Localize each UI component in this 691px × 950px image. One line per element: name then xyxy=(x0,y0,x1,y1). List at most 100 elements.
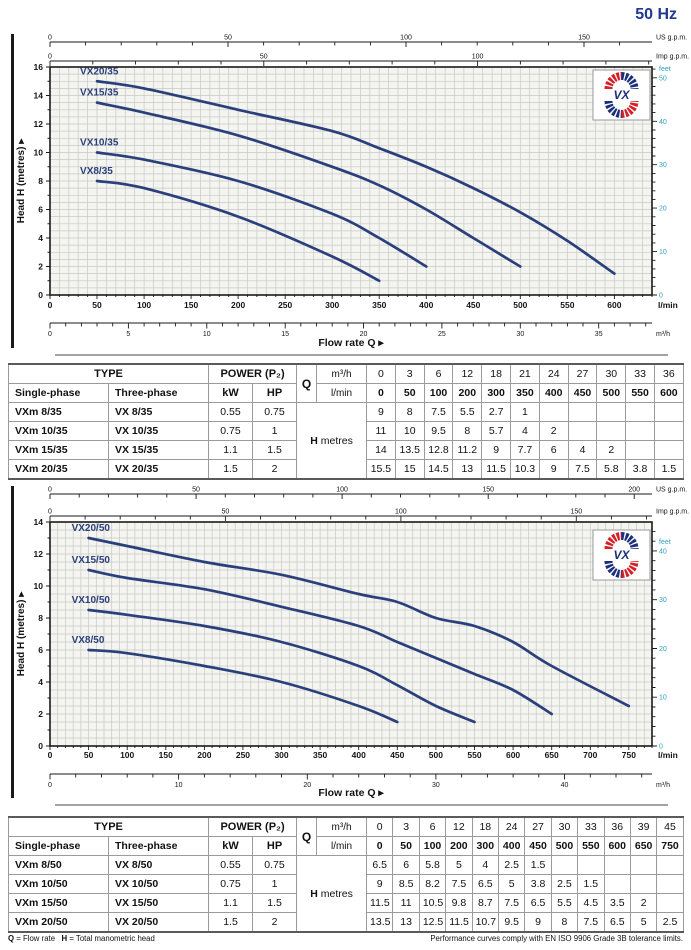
kw-value: 1.5 xyxy=(208,459,254,480)
us_gpm-ticks xyxy=(49,42,621,47)
hp-value: 1.5 xyxy=(252,440,298,460)
h-value-cell: 10.3 xyxy=(510,459,540,480)
q-m3h-value: 3 xyxy=(392,816,420,837)
h-value-cell xyxy=(577,855,605,875)
h-value-cell: 2 xyxy=(629,893,658,913)
feet-tick-label: 50 xyxy=(659,75,667,82)
lmin-tick-label: 450 xyxy=(466,300,480,310)
imp_gpm-ticks xyxy=(49,516,647,521)
curve-label-VX20/35: VX20/35 xyxy=(80,66,119,77)
h-metres-label: H metres xyxy=(296,402,368,480)
logo-arc-bottom-right xyxy=(621,560,639,578)
curve-VX8/35 xyxy=(95,179,381,283)
feet-tick-label: 0 xyxy=(659,293,663,300)
h-value-cell xyxy=(625,421,655,441)
feet-tick-label: 10 xyxy=(659,695,667,702)
lmin-tick-label: 600 xyxy=(506,750,520,760)
q-lmin-value: 500 xyxy=(596,383,627,403)
h-value-cell: 13.5 xyxy=(366,912,394,933)
m3h-tick-label: 10 xyxy=(203,331,211,338)
m3h-tick-label: 20 xyxy=(303,782,311,789)
q-lmin-value: 600 xyxy=(654,383,684,403)
three-phase-header: Three-phase xyxy=(107,383,210,403)
lmin-unit-header: l/min xyxy=(316,383,368,403)
single-phase-model: VXm 20/35 xyxy=(8,459,109,480)
imp_gpm-tick-label: 100 xyxy=(472,54,484,61)
m3h-ticks xyxy=(49,774,643,780)
feet-tick-label: 0 xyxy=(659,744,663,751)
m3h-tick-label: 0 xyxy=(48,782,52,789)
q-lmin-value: 400 xyxy=(538,383,569,403)
us_gpm-tick-label: 100 xyxy=(336,487,348,494)
hp-value: 1 xyxy=(252,421,298,441)
curve-VX10/50 xyxy=(87,608,476,724)
lmin-tick-label: 600 xyxy=(607,300,621,310)
us_gpm-ticks xyxy=(49,494,635,499)
q-m3h-value: 27 xyxy=(567,363,598,384)
us_gpm-tick-label: 0 xyxy=(48,487,52,494)
footer-legend: Q = Flow rate H = Total manometric head xyxy=(8,934,155,943)
lmin-tick-label: 650 xyxy=(545,750,559,760)
h-value-cell: 11.2 xyxy=(452,440,483,460)
h-value-cell: 6.5 xyxy=(603,912,631,933)
q-m3h-value: 36 xyxy=(654,363,684,384)
hp-header: HP xyxy=(252,836,298,856)
h-value-cell: 11.5 xyxy=(445,912,473,933)
h-value-cell: 13.5 xyxy=(394,440,425,460)
kw-value: 1.5 xyxy=(208,912,254,933)
feet-ticks xyxy=(652,68,657,296)
h-value-cell: 11 xyxy=(392,893,420,913)
y-tick-label: 6 xyxy=(38,205,43,215)
lmin-tick-label: 750 xyxy=(622,750,636,760)
us_gpm-tick-label: 50 xyxy=(224,35,232,42)
lmin-tick-label: 100 xyxy=(137,300,151,310)
table-row: VXm 20/35 VX 20/35 1.5 2 15.5 15 14.5 13 11.5 10.… xyxy=(8,459,684,480)
feet-tick-label: 10 xyxy=(659,249,667,256)
section-bar xyxy=(11,34,14,348)
single-phase-model: VXm 15/35 xyxy=(8,440,109,460)
power-header: POWER (P₂) xyxy=(208,816,298,837)
h-value-cell: 5.5 xyxy=(452,402,483,422)
q-lmin-value: 600 xyxy=(603,836,631,856)
m3h-tick-label: 15 xyxy=(281,331,289,338)
us_gpm-tick-label: 150 xyxy=(578,35,590,42)
h-value-cell: 7.5 xyxy=(445,874,473,894)
h-value-cell: 8.7 xyxy=(471,893,499,913)
lmin-tick-label: 50 xyxy=(84,750,94,760)
curve-VX20/35 xyxy=(95,79,616,275)
grid-lines xyxy=(50,67,652,295)
q-m3h-value: 21 xyxy=(510,363,540,384)
lmin-tick-label: 250 xyxy=(236,750,250,760)
y-axis-ticks xyxy=(46,521,50,747)
y-tick-label: 8 xyxy=(38,176,43,186)
logo-vx-text: VX xyxy=(613,88,630,102)
hp-value: 2 xyxy=(252,459,298,480)
h-value-cell: 3.5 xyxy=(603,893,631,913)
h-value-cell: 2.5 xyxy=(656,912,684,933)
logo-arc-bottom-left xyxy=(604,100,622,118)
q-m3h-value: 24 xyxy=(497,816,526,837)
logo-vx-text: VX xyxy=(613,548,630,562)
q-m3h-value: 30 xyxy=(550,816,579,837)
kw-value: 1.1 xyxy=(208,440,254,460)
lmin-tick-label: 450 xyxy=(390,750,404,760)
q-lmin-value: 550 xyxy=(625,383,655,403)
h-value-cell xyxy=(567,402,598,422)
curve-label-VX10/35: VX10/35 xyxy=(80,138,119,149)
q-m3h-value: 45 xyxy=(656,816,684,837)
h-value-cell: 6.5 xyxy=(471,874,499,894)
h-value-cell: 9 xyxy=(524,912,552,933)
kw-value: 0.75 xyxy=(208,874,254,894)
kw-header: kW xyxy=(208,836,254,856)
h-value-cell: 5 xyxy=(445,855,473,875)
h-value-cell: 6 xyxy=(538,440,569,460)
logo-arc-bottom-left xyxy=(604,560,622,578)
h-value-cell: 1 xyxy=(510,402,540,422)
three-phase-model: VX 20/50 xyxy=(107,912,210,933)
y-tick-label: 0 xyxy=(38,741,43,751)
h-value-cell: 7.5 xyxy=(577,912,605,933)
feet-tick-label: 20 xyxy=(659,646,667,653)
imp_gpm-tick-label: 150 xyxy=(570,509,582,516)
q-header: Q xyxy=(296,363,318,403)
